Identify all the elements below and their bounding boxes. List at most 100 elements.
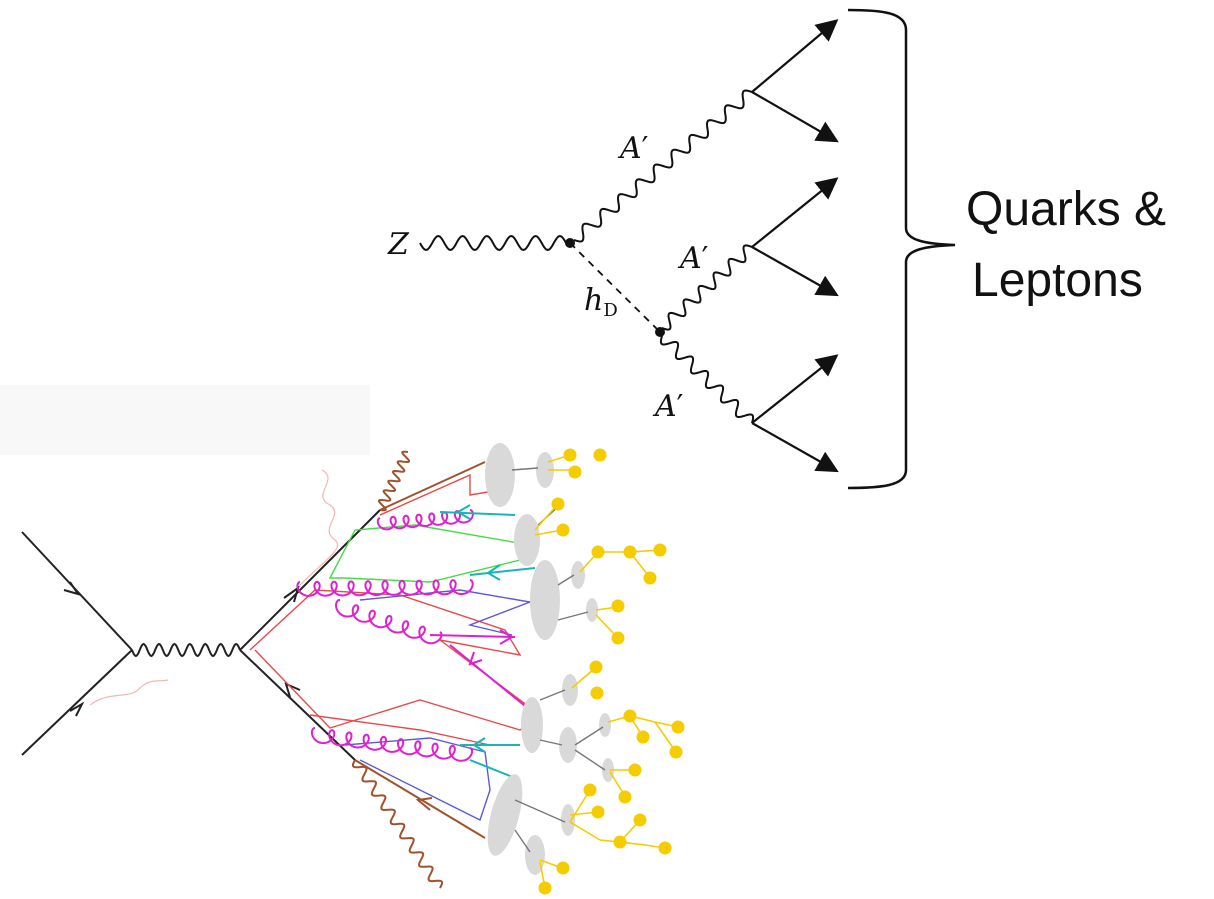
decay-arrow bbox=[751, 246, 839, 297]
hadron-decay-line bbox=[539, 689, 566, 701]
dark-higgs-vertex-dot bbox=[655, 327, 665, 337]
final-state-particle bbox=[671, 720, 685, 734]
z-label: Z bbox=[387, 227, 410, 262]
blue-color-line bbox=[359, 589, 533, 636]
gluon-straight-line bbox=[429, 634, 516, 638]
dark-photon-label-bottom: A′ bbox=[652, 389, 684, 424]
cyan-arrow-icon bbox=[472, 737, 486, 753]
final-state-particle bbox=[669, 745, 683, 759]
dark-photon-line-bottom bbox=[659, 335, 755, 424]
decay-arrow bbox=[751, 422, 839, 473]
final-state-particle bbox=[623, 709, 637, 723]
final-state-particle bbox=[611, 599, 625, 613]
final-state-connector bbox=[534, 504, 558, 531]
final-state-particle bbox=[618, 790, 632, 804]
dark-photon-label-top: A′ bbox=[617, 131, 649, 166]
hadron-blob bbox=[561, 804, 575, 836]
hadron-blob bbox=[562, 674, 578, 706]
hadron-blob bbox=[602, 758, 614, 782]
blue-color-line bbox=[344, 737, 491, 821]
red-color-line bbox=[379, 473, 501, 516]
incoming-fermion-line bbox=[21, 649, 133, 756]
hadron-blob bbox=[514, 514, 540, 566]
hadron-decay-lines bbox=[511, 467, 606, 853]
final-state-particle bbox=[589, 660, 603, 674]
hadron-blob bbox=[599, 713, 611, 737]
outgoing-quark-line bbox=[239, 509, 381, 651]
final-state-particle bbox=[613, 835, 627, 849]
hadron-blob bbox=[485, 443, 515, 507]
shower-background bbox=[0, 385, 370, 455]
final-state-particle bbox=[591, 805, 605, 819]
hadron-decay-line bbox=[574, 749, 606, 771]
dark-higgs-line bbox=[569, 242, 661, 333]
fermion-arrow-icon bbox=[63, 581, 81, 596]
final-state-connector bbox=[569, 821, 601, 841]
final-state-particle bbox=[591, 545, 605, 559]
cyan-arrow-icon bbox=[486, 564, 501, 581]
central-propagator-line bbox=[131, 642, 241, 658]
final-state-particle bbox=[551, 497, 565, 511]
hadron-blob bbox=[571, 561, 585, 589]
final-state-particle bbox=[633, 813, 647, 827]
final-state-particles bbox=[538, 448, 685, 895]
brown-quark-line bbox=[379, 461, 486, 511]
gluon-line bbox=[310, 727, 474, 762]
gluon-arrow-icon bbox=[499, 629, 514, 645]
outgoing-quark-line bbox=[239, 649, 356, 761]
dark-higgs-label: hD bbox=[584, 283, 618, 321]
final-state-particle bbox=[611, 631, 625, 645]
final-state-particle bbox=[636, 730, 650, 744]
fermion-arrow-icon bbox=[69, 701, 85, 717]
parton-shower-diagram bbox=[0, 385, 685, 895]
final-state-connectors bbox=[534, 454, 679, 889]
cyan-arrow-icon bbox=[456, 504, 471, 520]
hadron-decay-line bbox=[539, 739, 563, 746]
hadron-blob bbox=[586, 598, 598, 622]
dark-photon-line-middle bbox=[661, 244, 753, 331]
hadron-decay-line bbox=[514, 799, 566, 823]
photon-emission-line bbox=[351, 759, 444, 889]
hadron-blob bbox=[487, 774, 523, 856]
dark-photon-line-top bbox=[573, 89, 753, 243]
green-color-line bbox=[328, 524, 532, 583]
final-state-particle bbox=[643, 571, 657, 585]
final-state-particle bbox=[593, 448, 607, 462]
decay-arrow bbox=[751, 177, 839, 248]
cyan-arrows bbox=[439, 504, 536, 779]
final-state-particle bbox=[568, 465, 582, 479]
hadron-blob bbox=[530, 560, 560, 640]
final-state-particle bbox=[653, 543, 667, 557]
final-state-particle bbox=[563, 448, 577, 462]
gluon-emissions bbox=[296, 509, 531, 762]
final-state-particle bbox=[556, 861, 570, 875]
brown-arrow-icon bbox=[415, 797, 433, 811]
decay-products bbox=[751, 19, 839, 473]
decay-arrow bbox=[751, 354, 839, 424]
hadron-decay-line bbox=[557, 574, 575, 586]
caption-leptons: Leptons bbox=[972, 254, 1143, 307]
outgoing-quarks bbox=[239, 509, 381, 761]
gluon-arrow-icon bbox=[468, 651, 483, 666]
hadron-decay-line bbox=[574, 726, 604, 746]
incoming-fermions bbox=[21, 531, 133, 756]
z-propagator-line bbox=[419, 234, 567, 252]
final-state-particle bbox=[658, 841, 672, 855]
hadron-decay-line bbox=[511, 467, 539, 471]
hadron-blob bbox=[559, 727, 577, 763]
soft-radiation-line bbox=[89, 679, 169, 706]
grouping-brace bbox=[847, 8, 956, 490]
final-state-particle bbox=[583, 783, 597, 797]
cyan-arrow-line bbox=[469, 567, 536, 576]
hadron-decay-line bbox=[557, 611, 589, 621]
final-state-particle bbox=[628, 763, 642, 777]
cyan-arrow-line bbox=[469, 759, 516, 779]
final-state-particle bbox=[538, 881, 552, 895]
hadron-blob bbox=[521, 697, 543, 753]
quark-arrow-icon bbox=[284, 682, 301, 698]
soft-radiation-line bbox=[299, 469, 339, 586]
final-state-particle bbox=[590, 686, 604, 700]
decay-arrow bbox=[751, 91, 839, 143]
decay-arrow bbox=[751, 19, 839, 93]
